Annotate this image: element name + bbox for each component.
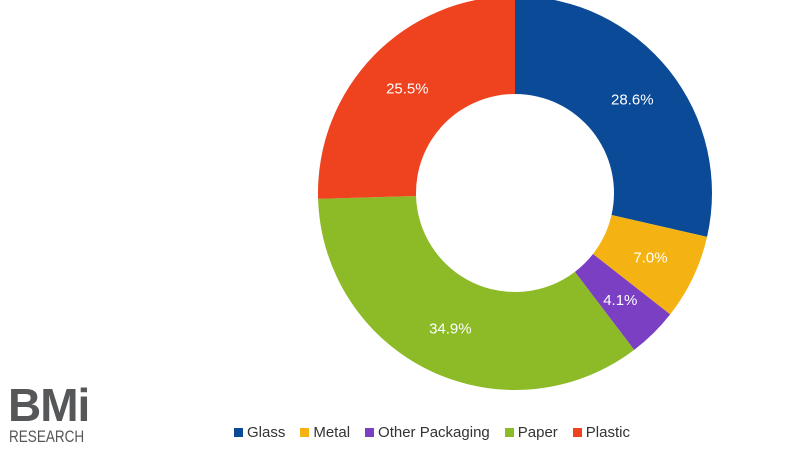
legend-item-metal: Metal xyxy=(300,424,350,441)
data-label-glass: 28.6% xyxy=(611,91,654,108)
legend-swatch xyxy=(504,428,514,437)
legend-swatch xyxy=(365,428,375,437)
legend-swatch xyxy=(572,428,582,437)
chart-legend: Glass Metal Other Packaging Paper Plasti… xyxy=(234,424,798,441)
legend-label: Other Packaging xyxy=(378,424,490,441)
logo-main-text: BMi xyxy=(8,379,90,431)
legend-item-paper: Paper xyxy=(504,424,558,441)
donut-slice-glass xyxy=(515,0,712,237)
logo-sub-text: RESEARCH xyxy=(9,428,85,446)
donut-slice-metal xyxy=(592,215,708,315)
legend-item-other-packaging: Other Packaging xyxy=(365,424,490,441)
data-label-paper: 34.9% xyxy=(429,320,472,337)
legend-swatch xyxy=(234,428,243,437)
legend-label: Glass xyxy=(247,424,286,441)
legend-item-plastic: Plastic xyxy=(572,424,630,441)
donut-slice-plastic xyxy=(318,0,515,199)
data-label-other-packaging: 4.1% xyxy=(603,292,637,309)
legend-label: Plastic xyxy=(585,424,630,441)
legend-item-glass: Glass xyxy=(234,424,285,441)
legend-swatch xyxy=(300,428,310,437)
donut-slice-paper xyxy=(318,195,635,390)
legend-label: Paper xyxy=(517,424,558,441)
legend-label: Metal xyxy=(313,424,351,441)
data-label-metal: 7.0% xyxy=(633,249,667,266)
bmi-research-logo: BMi RESEARCH xyxy=(8,382,118,454)
data-label-plastic: 25.5% xyxy=(386,81,429,98)
donut-slice-other-packaging xyxy=(574,253,671,350)
